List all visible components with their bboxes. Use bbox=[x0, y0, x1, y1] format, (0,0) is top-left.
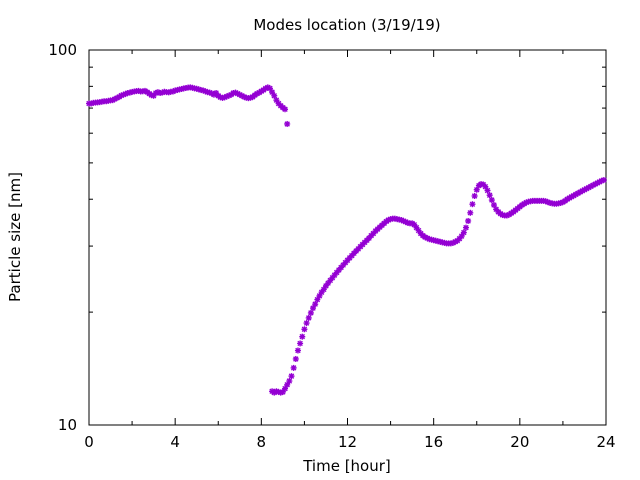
data-point bbox=[467, 209, 474, 216]
x-tick-labels: 0 4 8 12 16 20 24 bbox=[84, 433, 615, 451]
data-point bbox=[460, 229, 467, 236]
data-point bbox=[462, 224, 469, 231]
data-point bbox=[600, 177, 607, 184]
chart-title: Modes location (3/19/19) bbox=[253, 16, 440, 34]
x-tick-label: 12 bbox=[338, 433, 357, 451]
x-tick-label: 16 bbox=[424, 433, 443, 451]
y-axis-label: Particle size [nm] bbox=[6, 172, 24, 302]
data-point bbox=[292, 355, 299, 362]
x-axis-label: Time [hour] bbox=[302, 457, 391, 475]
y-tick-labels: 10 100 bbox=[48, 41, 77, 434]
y-tick-label: 100 bbox=[48, 41, 77, 59]
y-tick-label: 10 bbox=[58, 416, 77, 434]
x-tick-label: 20 bbox=[510, 433, 529, 451]
plot-frame bbox=[88, 49, 607, 426]
axis-ticks bbox=[88, 49, 607, 426]
data-point bbox=[486, 192, 493, 199]
data-point bbox=[307, 309, 314, 316]
data-point bbox=[465, 217, 472, 224]
data-point bbox=[286, 378, 293, 385]
data-point bbox=[471, 193, 478, 199]
data-point bbox=[301, 326, 308, 333]
data-point bbox=[288, 373, 295, 380]
data-point bbox=[299, 333, 306, 340]
data-point bbox=[282, 106, 289, 113]
data-point bbox=[297, 340, 304, 347]
data-point bbox=[469, 201, 476, 208]
x-tick-label: 0 bbox=[84, 433, 94, 451]
x-tick-label: 8 bbox=[257, 433, 267, 451]
x-tick-label: 4 bbox=[170, 433, 180, 451]
data-point bbox=[484, 187, 491, 194]
data-point bbox=[488, 197, 495, 204]
x-tick-label: 24 bbox=[596, 433, 615, 451]
data-point bbox=[312, 301, 319, 308]
data-point bbox=[241, 93, 248, 100]
data-point bbox=[284, 120, 291, 127]
data-point bbox=[290, 364, 297, 371]
data-point bbox=[294, 347, 301, 354]
data-point bbox=[305, 314, 312, 321]
data-points bbox=[86, 84, 607, 396]
data-point bbox=[303, 320, 310, 327]
